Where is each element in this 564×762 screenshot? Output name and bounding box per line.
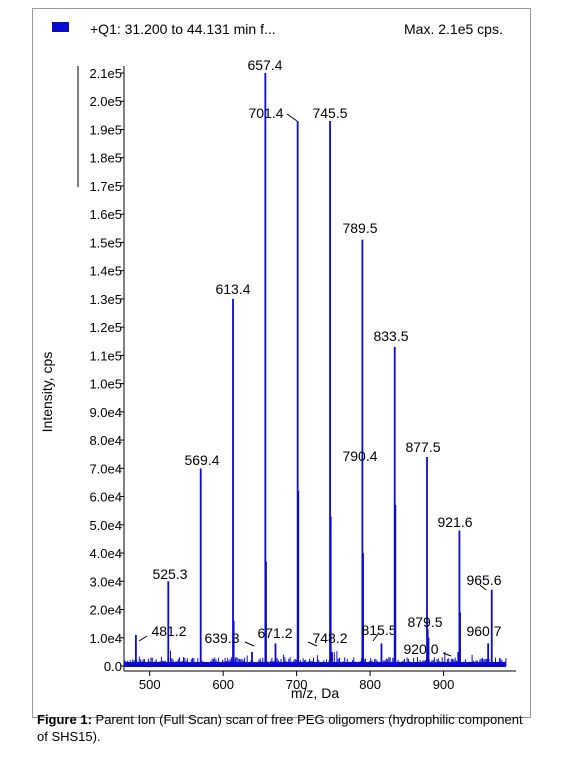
caption-text: Parent Ion (Full Scan) scan of free PEG … <box>37 712 523 744</box>
peak-label: 701.4 <box>248 105 283 121</box>
peak-label: 965.6 <box>466 572 501 588</box>
peak-label: 748.2 <box>312 630 347 646</box>
y-tick-label: 1.0e4 <box>89 631 122 646</box>
label-leader <box>286 113 298 122</box>
peak-label: 639.3 <box>204 630 239 646</box>
x-tick-label: 500 <box>139 677 161 692</box>
y-axis-label: Intensity, cps <box>39 352 55 433</box>
peak-label: 815.5 <box>361 622 396 638</box>
peak-label: 879.5 <box>407 614 442 630</box>
max-intensity-label: Max. 2.1e5 cps. <box>404 21 503 37</box>
peak-label: 920.0 <box>403 641 438 657</box>
y-tick-label: 1.2e5 <box>89 320 122 335</box>
x-axis-label: m/z, Da <box>291 685 339 701</box>
x-tick-label: 600 <box>212 677 234 692</box>
label-leader <box>307 641 318 647</box>
y-tick-label: 8.0e4 <box>89 433 122 448</box>
peak-label: 569.4 <box>184 452 219 468</box>
y-tick-label: 1.1e5 <box>89 348 122 363</box>
peak-label: 671.2 <box>257 625 292 641</box>
y-tick-label: 3.0e4 <box>89 574 122 589</box>
peak-label: 657.4 <box>247 57 282 73</box>
peak-label: 613.4 <box>215 281 250 297</box>
label-leader <box>479 584 487 591</box>
baseline-band <box>124 662 506 667</box>
peak-label: 877.5 <box>405 439 440 455</box>
figure-caption: Figure 1: Parent Ion (Full Scan) scan of… <box>37 711 537 745</box>
label-leader <box>244 641 255 647</box>
y-tick-label: 5.0e4 <box>89 518 122 533</box>
caption-label: Figure 1: <box>37 712 92 727</box>
peak-label: 789.5 <box>342 220 377 236</box>
peak-label: 921.6 <box>437 514 472 530</box>
y-tick-label: 2.1e5 <box>89 66 122 81</box>
y-tick-label: 1.3e5 <box>89 292 122 307</box>
peak-label: 525.3 <box>152 566 187 582</box>
peak-label: 745.5 <box>312 105 347 121</box>
y-tick-label: 1.0e5 <box>89 377 122 392</box>
peak-label: 790.4 <box>342 448 377 464</box>
y-tick-label: 1.7e5 <box>89 179 122 194</box>
y-tick-label: 4.0e4 <box>89 546 122 561</box>
legend-text: +Q1: 31.200 to 44.131 min f... <box>90 21 276 37</box>
y-tick-label: 1.4e5 <box>89 264 122 279</box>
label-leader <box>138 635 148 642</box>
peak-label: 833.5 <box>373 328 408 344</box>
peak-label: 960.7 <box>466 623 501 639</box>
y-tick-label: 1.9e5 <box>89 122 122 137</box>
y-tick-label: 1.8e5 <box>89 151 122 166</box>
y-tick-label: 7.0e4 <box>89 461 122 476</box>
y-tick-label: 1.5e5 <box>89 235 122 250</box>
label-leader <box>372 633 379 642</box>
x-tick-label: 700 <box>286 677 308 692</box>
chart-frame <box>32 8 531 718</box>
legend-swatch <box>52 22 69 32</box>
y-tick-label: 9.0e4 <box>89 405 122 420</box>
y-tick-label: 2.0e4 <box>89 603 122 618</box>
x-tick-label: 800 <box>359 677 381 692</box>
x-tick-label: 900 <box>433 677 455 692</box>
y-tick-label: 6.0e4 <box>89 490 122 505</box>
label-leader <box>442 652 452 657</box>
y-tick-label: 0.0 <box>104 659 122 674</box>
y-tick-label: 1.6e5 <box>89 207 122 222</box>
y-tick-label: 2.0e5 <box>89 94 122 109</box>
